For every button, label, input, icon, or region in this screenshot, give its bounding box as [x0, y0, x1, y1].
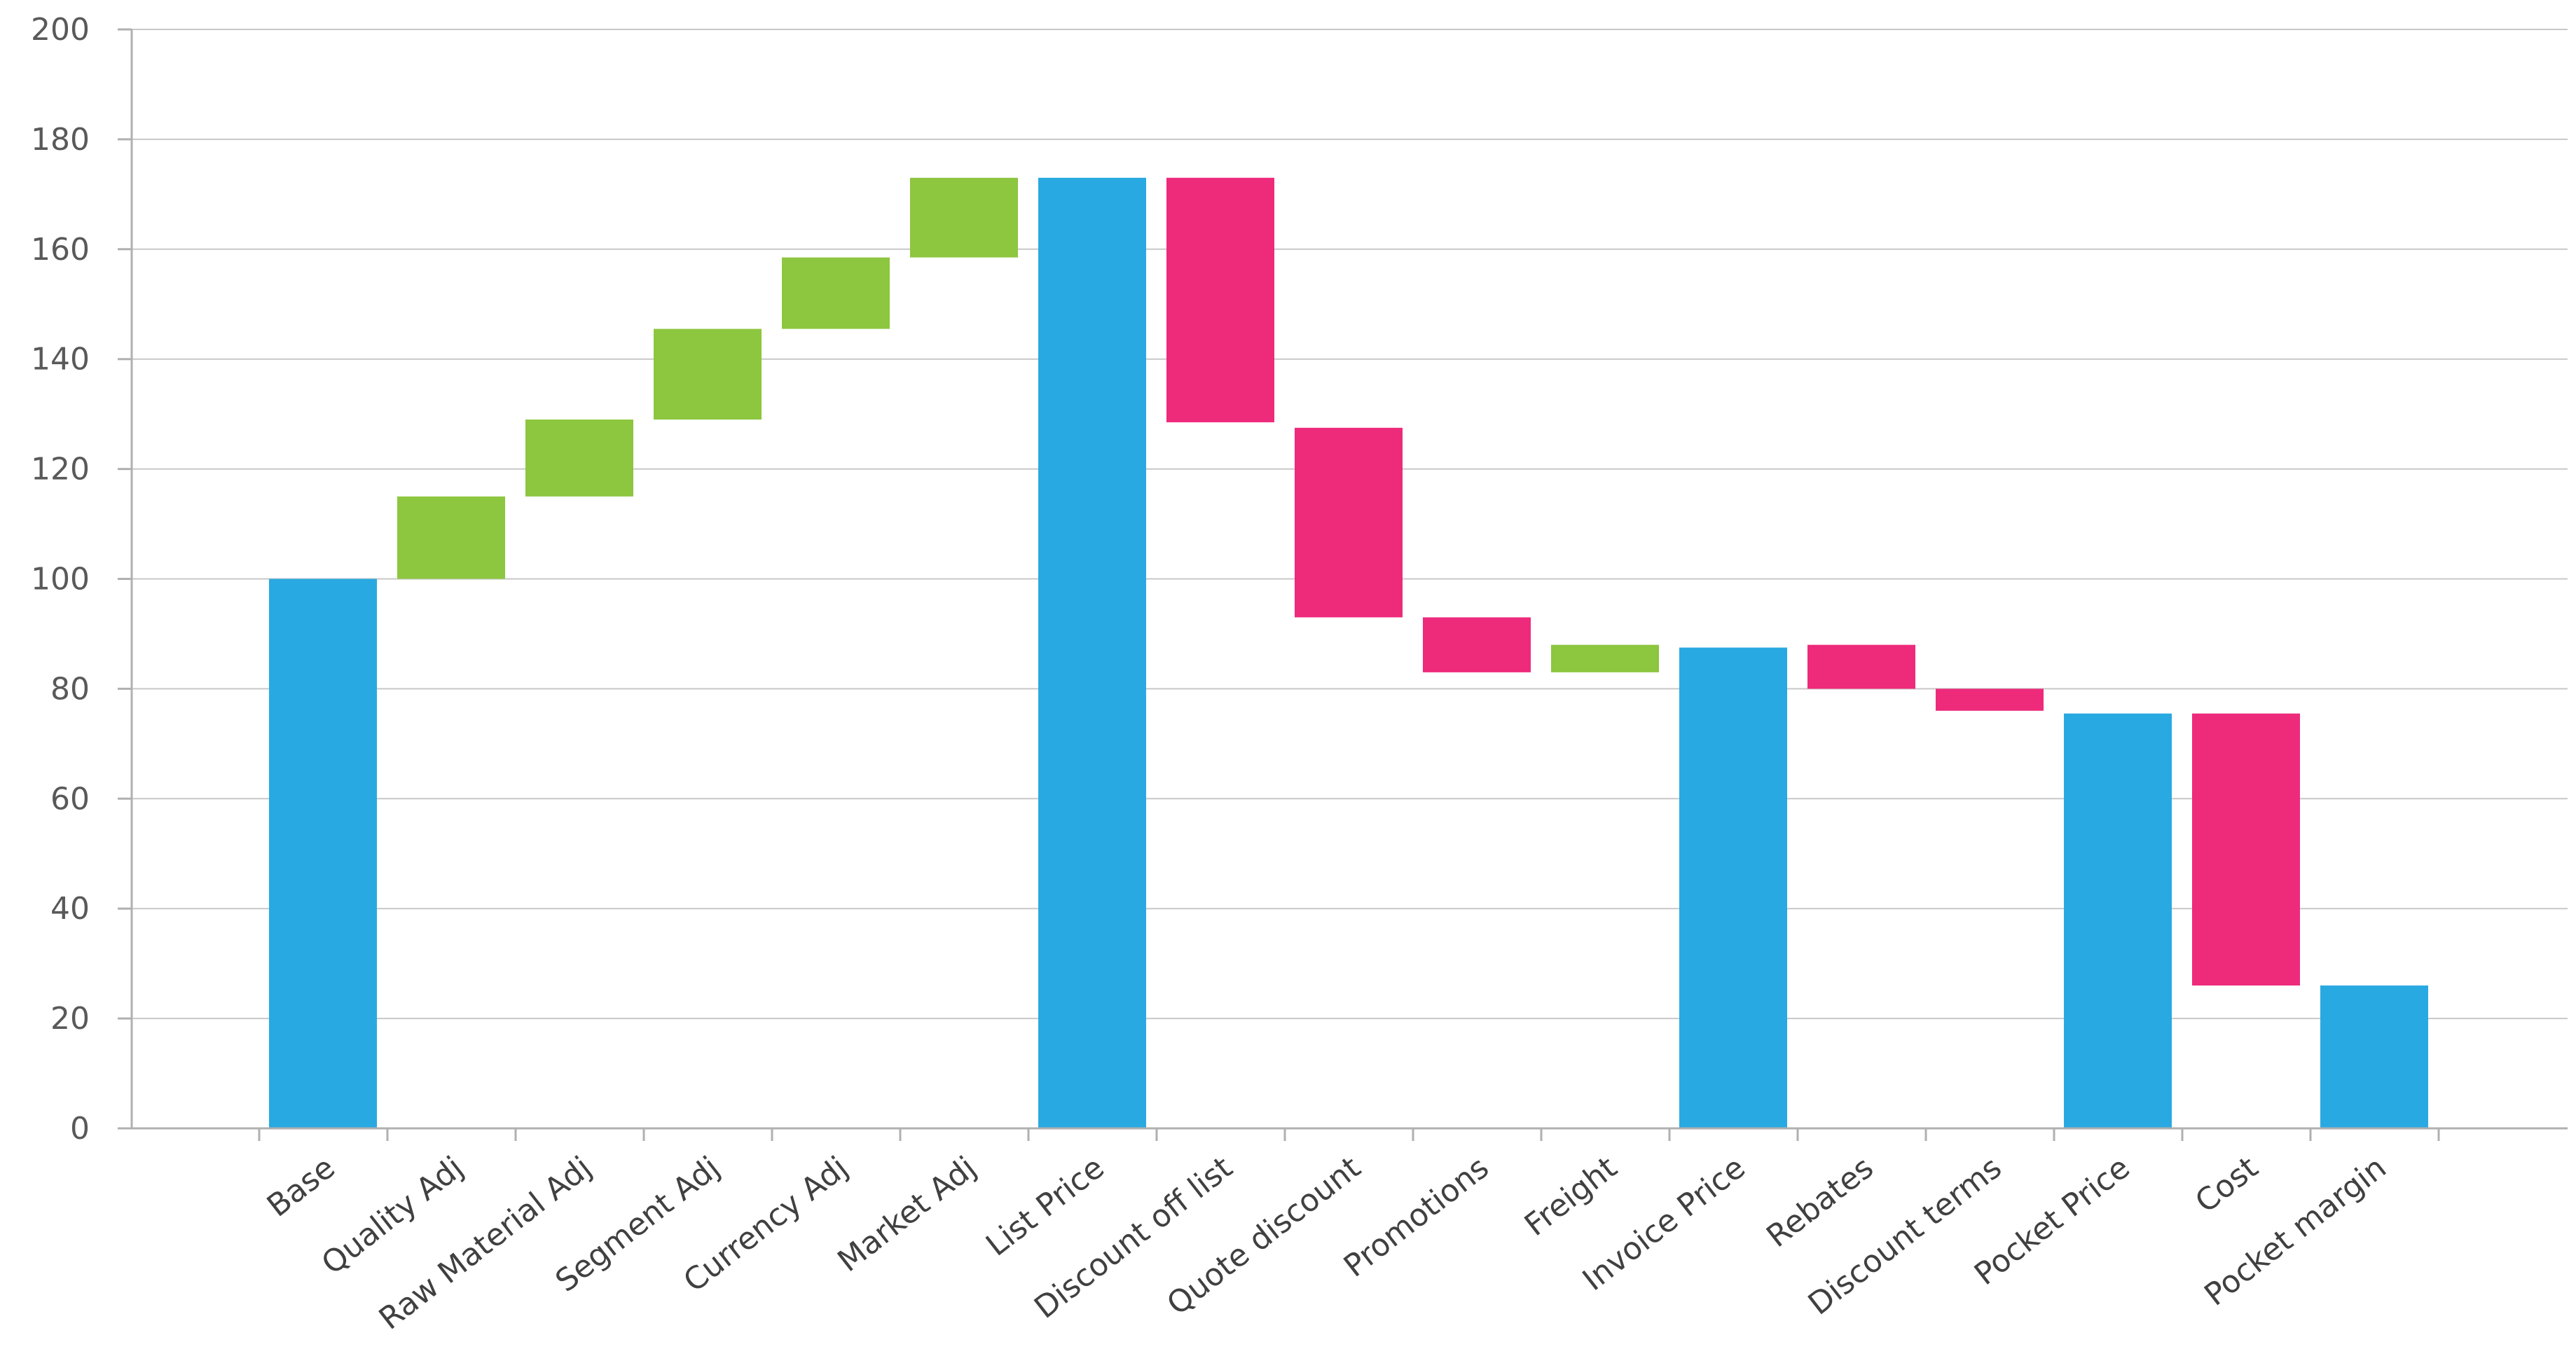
bar-cost: [2192, 713, 2300, 986]
bar-freight: [1551, 644, 1659, 672]
x-category-label: Freight: [1518, 1149, 1624, 1243]
bar-quality-adj: [397, 496, 505, 579]
y-tick-label: 0: [70, 1111, 90, 1147]
bar-base: [269, 579, 377, 1128]
y-tick-label: 140: [31, 342, 90, 378]
y-tick-label: 40: [50, 891, 90, 927]
x-category-label: List Price: [979, 1149, 1111, 1263]
y-tick-label: 180: [31, 122, 90, 158]
x-category-label: Cost: [2189, 1149, 2264, 1219]
y-tick-label: 100: [31, 562, 90, 597]
bar-currency-adj: [782, 257, 890, 329]
y-tick-label: 20: [50, 1001, 90, 1037]
bars: [269, 177, 2428, 1129]
bar-promotions: [1423, 617, 1531, 672]
y-tick-label: 120: [31, 452, 90, 487]
y-tick-label: 80: [50, 671, 90, 707]
bar-list-price: [1038, 177, 1146, 1129]
x-category-label: Rebates: [1760, 1149, 1880, 1254]
y-tick-label: 200: [31, 12, 90, 48]
y-tick-label: 160: [31, 232, 90, 268]
x-category-label: Market Adj: [831, 1149, 982, 1279]
axes: [118, 28, 2568, 1141]
bar-pocket-price: [2064, 713, 2172, 1128]
x-category-label: Raw Material Adj: [373, 1149, 598, 1336]
y-tick-label: 60: [50, 781, 90, 817]
bar-quote-discount: [1295, 427, 1403, 618]
bar-segment-adj: [654, 328, 762, 420]
y-axis-ticks: 0 20 40 60 80 100 120 140 160 180 200: [31, 12, 90, 1147]
bar-rebates: [1807, 644, 1915, 689]
bar-discount-terms: [1936, 689, 2044, 711]
bar-pocket-margin: [2320, 985, 2428, 1128]
bar-market-adj: [910, 177, 1018, 258]
bar-invoice-price: [1679, 647, 1787, 1128]
bar-discount-off-list: [1166, 177, 1274, 422]
x-category-label: Base: [261, 1149, 342, 1224]
bar-raw-material-adj: [525, 419, 633, 497]
